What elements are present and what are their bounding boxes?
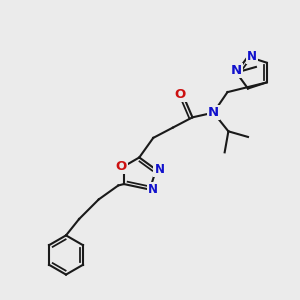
Text: O: O (116, 160, 127, 173)
Text: N: N (208, 106, 219, 119)
Text: N: N (154, 163, 164, 176)
Text: N: N (247, 50, 257, 63)
Text: O: O (175, 88, 186, 101)
Text: N: N (231, 64, 242, 77)
Text: N: N (148, 183, 158, 196)
